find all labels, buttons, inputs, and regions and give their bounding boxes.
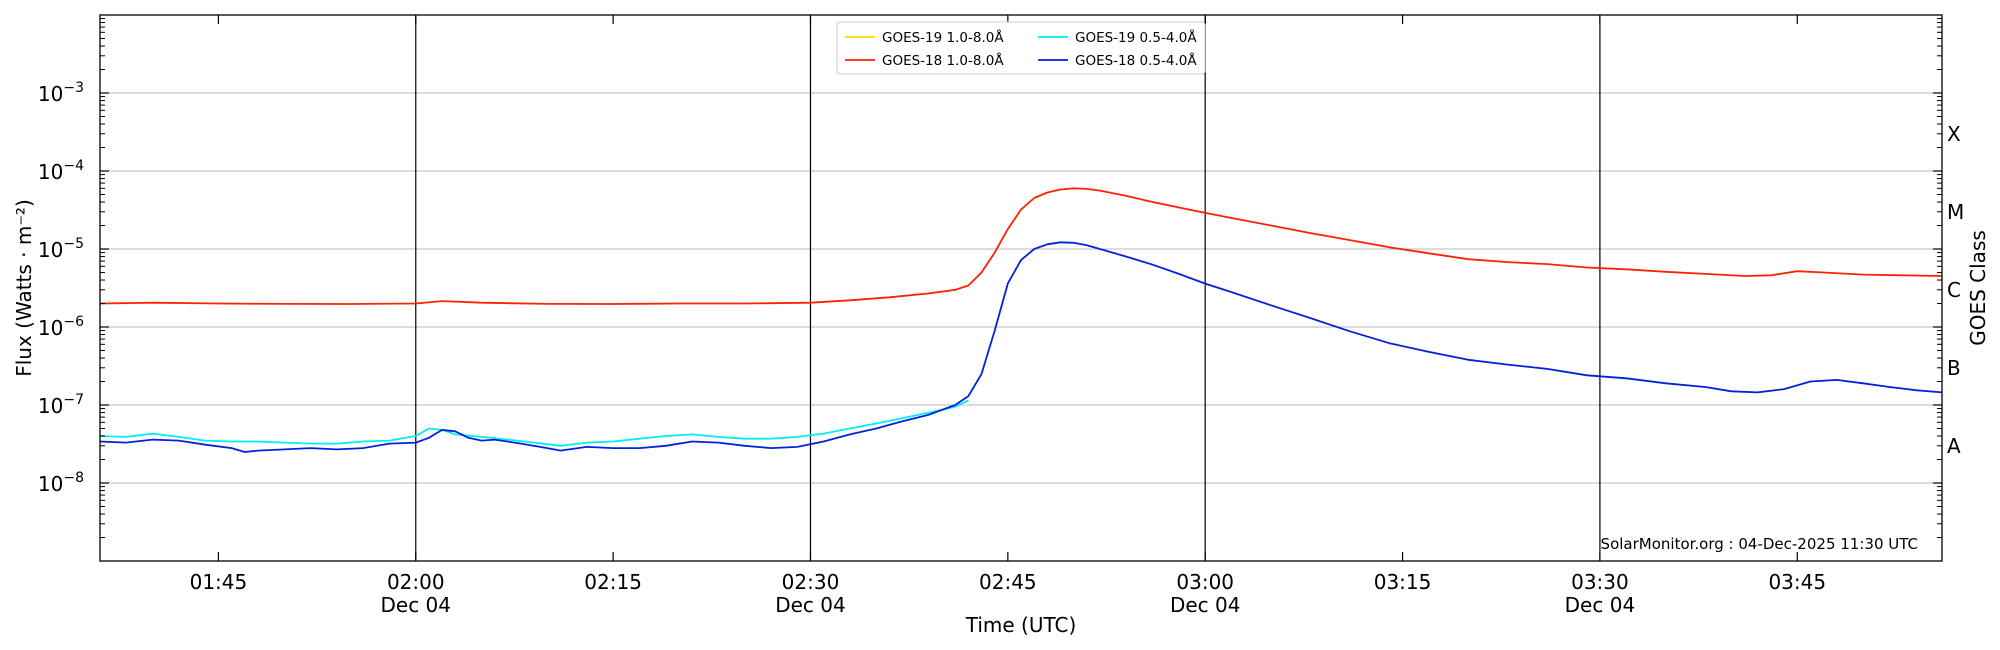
y-axis-ticks: 10−8 10−7 10−6 10−5 10−4 10−3 [38,18,1942,539]
y-tick-label-1: 10−7 [38,392,84,418]
legend-box [836,21,1206,75]
x-tick-date-label-5: Dec 04 [1170,593,1241,617]
y-tick-label-2: 10−6 [38,314,84,340]
credit-text: SolarMonitor.org : 04-Dec-2025 11:30 UTC [1601,535,1918,553]
goes-class-label-X: X [1947,122,1961,146]
y-tick-label-5: 10−3 [38,80,84,106]
legend-label-0: GOES-19 1.0-8.0Å [882,29,1004,46]
x-tick-label-6: 03:15 [1374,570,1432,594]
x-tick-label-7: 03:30 [1571,570,1629,594]
x-tick-label-2: 02:15 [584,570,642,594]
x-tick-label-8: 03:45 [1768,570,1826,594]
grid [100,92,1942,484]
plot-frame [99,14,1943,562]
legend: GOES-19 1.0-8.0Å GOES-18 1.0-8.0Å GOES-19 … [836,21,1206,75]
series-line-1 [99,187,1943,305]
goes-class-label-A: A [1947,434,1961,458]
x-tick-label-5: 03:00 [1176,570,1234,594]
x-tick-label-1: 02:00 [387,570,445,594]
x-tick-date-label-3: Dec 04 [775,593,846,617]
plot-background [100,15,1942,561]
y-axis-title: Flux (Watts · m⁻²) [12,199,36,377]
y-tick-label-0: 10−8 [38,470,84,496]
goes-class-label-M: M [1947,200,1964,224]
right-axis-title: GOES Class [1966,230,1990,346]
y-tick-label-4: 10−4 [38,158,84,184]
x-tick-date-label-7: Dec 04 [1565,593,1636,617]
series-line-3 [99,241,1943,453]
y-tick-label-3: 10−5 [38,236,84,262]
x-tick-label-4: 02:45 [979,570,1037,594]
x-axis-title: Time (UTC) [965,613,1077,637]
goes-class-label-B: B [1947,356,1961,380]
goes-class-labels: A B C M X [1947,122,1964,458]
goes-class-label-C: C [1947,278,1961,302]
x-tick-label-3: 02:30 [782,570,840,594]
legend-label-2: GOES-19 0.5-4.0Å [1075,29,1197,46]
legend-label-1: GOES-18 1.0-8.0Å [882,52,1004,69]
x-tick-label-0: 01:45 [190,570,248,594]
series-lines [99,187,1943,453]
date-marker-lines [415,15,1601,561]
legend-label-3: GOES-18 0.5-4.0Å [1075,52,1197,69]
series-line-2 [99,399,969,447]
x-tick-date-label-1: Dec 04 [381,593,452,617]
